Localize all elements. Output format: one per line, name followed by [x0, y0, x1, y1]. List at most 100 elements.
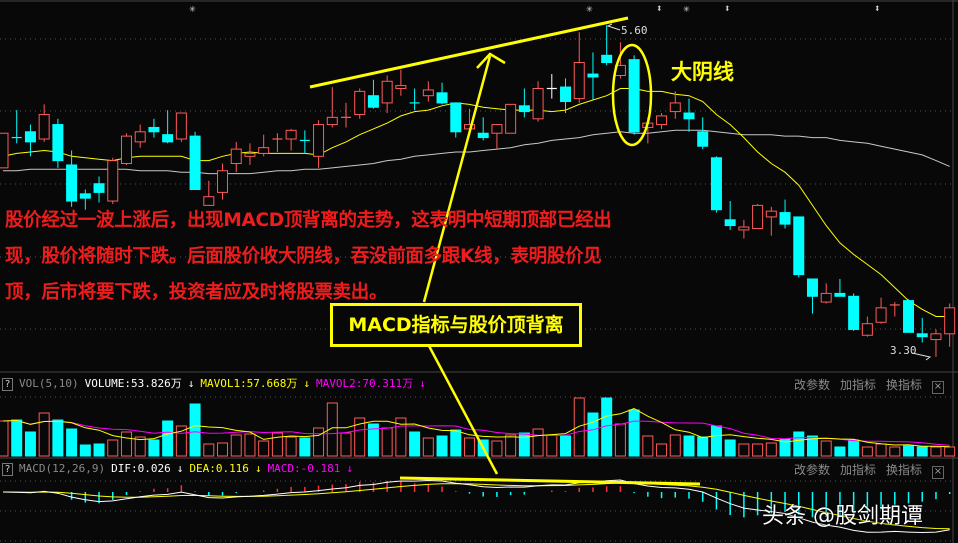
volume-bar: [889, 446, 901, 457]
candle-body: [861, 323, 873, 336]
volume-bar: [175, 425, 187, 457]
candle-body: [573, 62, 585, 100]
candle-body: [806, 278, 818, 297]
volume-bar: [752, 443, 764, 457]
volume-bar: [230, 434, 242, 457]
volume-bar: [11, 419, 23, 457]
macd-indicator-header: ? MACD(12,26,9) DIF:0.026 ↓ DEA:0.116 ↓ MACD:-…: [2, 462, 359, 476]
price-trend-line: [309, 16, 629, 89]
volume-bar: [916, 446, 928, 457]
info-marker-icon[interactable]: ⬍: [724, 2, 731, 15]
volume-bar: [93, 443, 105, 457]
switch-indicator-button[interactable]: 换指标: [885, 463, 922, 477]
switch-indicator-button[interactable]: 换指标: [885, 378, 922, 392]
indicator-name[interactable]: MACD(12,26,9): [19, 462, 106, 475]
volume-bar: [436, 435, 448, 457]
info-marker-icon[interactable]: ⬍: [874, 2, 881, 15]
candle-body: [491, 124, 503, 134]
volume-bar: [875, 443, 887, 457]
candle-body: [107, 160, 119, 202]
close-icon[interactable]: ×: [932, 466, 944, 479]
divergence-label-box: MACD指标与股价顶背离: [330, 303, 582, 347]
candle-body: [820, 292, 832, 303]
volume-bar: [148, 439, 160, 457]
add-indicator-button[interactable]: 加指标: [839, 463, 876, 477]
info-marker-icon[interactable]: ⬍: [656, 2, 663, 15]
volume-bar: [162, 420, 174, 457]
candle-body: [518, 105, 530, 113]
candle-body: [903, 300, 915, 333]
candle-body: [38, 113, 50, 140]
volume-bar: [24, 431, 36, 457]
candle-body: [203, 196, 215, 206]
volume-bar: [697, 436, 709, 457]
volume-bar: [38, 412, 50, 457]
volume-bar: [710, 425, 722, 457]
event-marker-icon[interactable]: ✳: [189, 2, 196, 15]
volume-bar: [244, 433, 256, 457]
volume-bar: [903, 445, 915, 457]
candle-body: [326, 116, 338, 126]
volume-bar: [79, 444, 91, 457]
macd-trend-line: [399, 476, 701, 486]
volume-bar: [66, 428, 78, 457]
dea-value: DEA:0.116: [189, 462, 249, 475]
volume-bar: [546, 434, 558, 457]
volume-bar: [532, 428, 544, 457]
help-button[interactable]: ?: [2, 463, 13, 476]
edit-params-button[interactable]: 改参数: [793, 378, 830, 392]
low-price-label: 3.30: [890, 344, 917, 357]
volume-bar: [134, 436, 146, 457]
macd-panel-toolbar: 改参数 加指标 换指标 ×: [784, 461, 944, 479]
candle-body: [477, 132, 489, 139]
candle-body: [244, 152, 256, 157]
candle-body: [724, 219, 736, 227]
edit-params-button[interactable]: 改参数: [793, 463, 830, 477]
candle-body: [0, 132, 9, 169]
candle-body: [395, 85, 407, 89]
mavol1-value: MAVOL1:57.668万: [200, 377, 298, 390]
candle-body: [217, 170, 229, 193]
close-icon[interactable]: ×: [932, 381, 944, 394]
candle-body: [285, 129, 297, 140]
candle-body: [560, 86, 572, 102]
help-button[interactable]: ?: [2, 378, 13, 391]
annotation-text-line: 顶，后市将要下跌，投资者应及时将股票卖出。: [5, 282, 388, 303]
candle-body: [683, 112, 695, 120]
event-marker-icon[interactable]: ✳: [683, 2, 690, 15]
candle-body: [697, 131, 709, 147]
down-arrow-icon: ↓: [176, 462, 184, 475]
volume-bar: [765, 442, 777, 457]
volume-bar: [354, 417, 366, 457]
annotation-text-line: 现，股价将随时下跌。后面股价收大阴线，吞没前面多跟K线，表明股价见: [5, 246, 602, 267]
candle-body: [381, 80, 393, 104]
candle-body: [120, 135, 132, 165]
candle-body: [52, 124, 64, 162]
dif-line: [2, 479, 950, 534]
volume-bar: [313, 427, 325, 457]
candle-body: [162, 134, 174, 143]
down-arrow-icon: ↓: [419, 377, 426, 390]
volume-panel-toolbar: 改参数 加指标 换指标 ×: [784, 376, 944, 394]
candle-body: [752, 204, 764, 229]
volume-bar: [669, 434, 681, 457]
volume-bar: [560, 435, 572, 457]
volume-bar: [930, 446, 942, 457]
volume-bar: [573, 397, 585, 457]
indicator-name[interactable]: VOL(5,10): [19, 377, 79, 390]
volume-bar: [450, 429, 462, 457]
candle-body: [916, 333, 928, 338]
volume-bar: [52, 419, 64, 457]
volume-bar: [656, 443, 668, 457]
volume-bar: [793, 431, 805, 457]
add-indicator-button[interactable]: 加指标: [839, 378, 876, 392]
volume-bar: [491, 440, 503, 457]
candle-body: [779, 212, 791, 225]
volume-bar: [505, 434, 517, 457]
candle-body: [148, 126, 160, 133]
down-arrow-icon: ↓: [254, 462, 262, 475]
event-marker-icon[interactable]: ✳: [586, 2, 593, 15]
pointer-line-down: [426, 343, 499, 475]
down-arrow-icon: ↓: [187, 377, 195, 390]
